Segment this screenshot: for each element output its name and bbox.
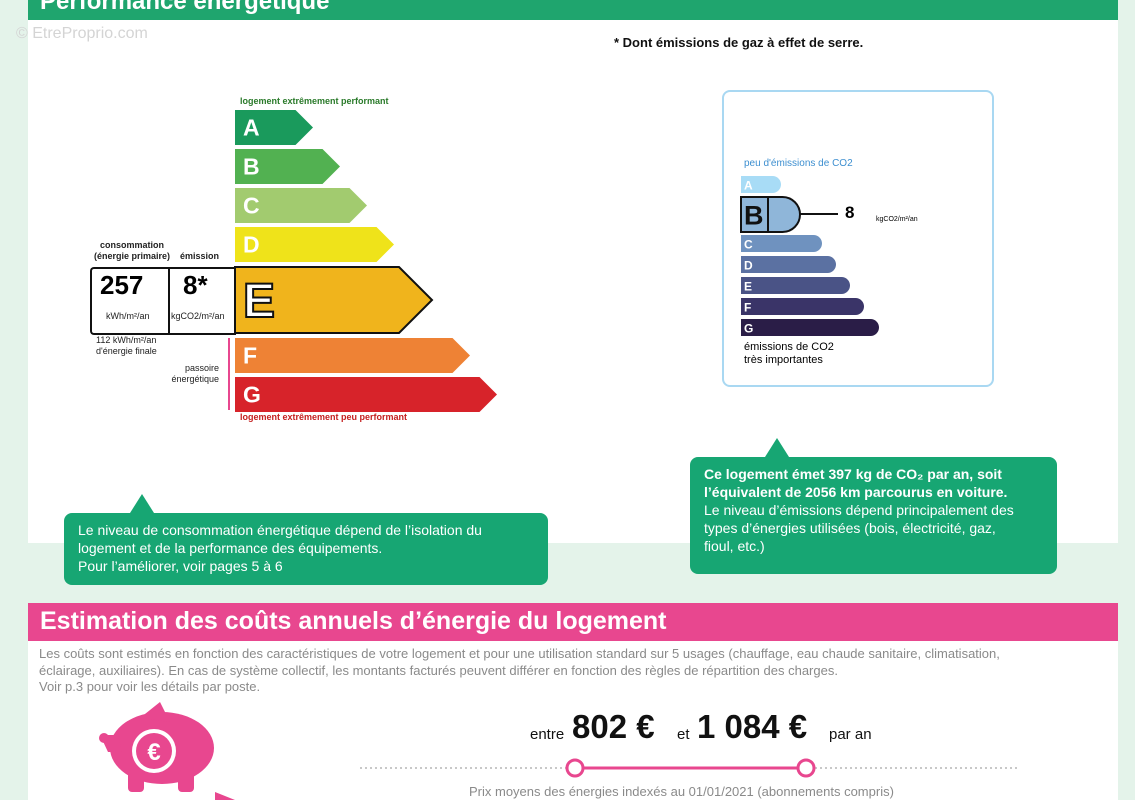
line: d'énergie finale (96, 346, 157, 356)
energy-arrow (235, 110, 313, 145)
watermark: © EtreProprio.com (16, 25, 148, 42)
divider (168, 269, 170, 333)
co2-callout: Ce logement émet 397 kg de CO₂ par an, s… (690, 457, 1057, 574)
caption: émissions de CO2 très importantes (744, 341, 834, 367)
energy-class: G (243, 382, 261, 408)
line: Le niveau de consommation énergétique dé… (78, 522, 482, 538)
energy-arrow (235, 338, 470, 373)
co2-bar (741, 235, 822, 252)
costs-paragraph: Les coûts sont estimés en fonction des c… (39, 646, 1000, 696)
co2-bar (741, 176, 781, 193)
line: Ce logement émet 397 kg de CO₂ par an, s… (704, 466, 1002, 482)
co2-class-box (740, 196, 769, 233)
passoire: passoire énergétique (163, 363, 219, 385)
line: Le niveau d’émissions dépend principalem… (704, 502, 1014, 518)
icon-symbol: € (147, 739, 160, 766)
energy-arrow (234, 266, 434, 334)
line: éclairage, auxiliaires). En cas de systè… (39, 662, 838, 678)
caption: logement extrêmement peu performant (240, 412, 408, 422)
caption: consommation (énergie primaire) (94, 240, 170, 262)
min-cost: 802 € (572, 708, 655, 745)
costs-note: Prix moyens des énergies indexés au 01/0… (469, 784, 894, 799)
emission: 8* (183, 270, 208, 300)
energy-class: E (243, 275, 275, 328)
header-title: Performance énergétique (40, 0, 330, 15)
co2-bar (740, 196, 801, 233)
costs-bar (28, 603, 1118, 641)
line: consommation (100, 240, 165, 250)
costs-title: Estimation des coûts annuels d’énergie d… (40, 607, 667, 635)
and-word: et (677, 726, 690, 743)
line: fioul, etc.) (704, 538, 765, 554)
co2-value: 8 (845, 203, 855, 222)
caption: peu d'émissions de CO2 (744, 158, 853, 169)
unit: kWh/m²/an (106, 311, 150, 321)
footnote: * Dont émissions de gaz à effet de serre… (614, 35, 864, 50)
co2-frame (722, 90, 994, 387)
co2-bar (741, 319, 879, 336)
final-energy: 112 kWh/m²/an d'énergie finale (96, 335, 157, 357)
value-box (90, 267, 236, 335)
line: Pour l’améliorer, voir pages 5 à 6 (78, 558, 283, 574)
energy-arrow (235, 188, 367, 223)
unit: kgCO2/m²/an (171, 311, 225, 321)
co2-class: F (744, 301, 751, 315)
caption: logement extrêmement performant (240, 96, 389, 106)
consumption: 257 (100, 270, 144, 300)
from-word: entre (530, 726, 565, 743)
per-word: par an (829, 726, 872, 743)
line: logement et de la performance des équipe… (78, 540, 383, 556)
line: énergétique (171, 374, 219, 384)
range-dot (796, 758, 816, 778)
energy-class: A (243, 115, 260, 141)
energy-class: C (243, 193, 260, 219)
callout-tip (765, 438, 789, 457)
co2-class: A (744, 179, 753, 193)
co2-bar (741, 298, 864, 315)
energy-class: F (243, 343, 257, 369)
co2-bar (741, 256, 836, 273)
line: émissions de CO2 (744, 341, 834, 353)
passoire-mark (228, 338, 230, 410)
line: Voir p.3 pour voir les détails par poste… (39, 679, 261, 694)
co2-class: C (744, 238, 753, 252)
co2-class: G (744, 322, 753, 336)
line: Les coûts sont estimés en fonction des c… (39, 646, 1000, 661)
energy-arrow (235, 377, 497, 412)
energy-class: D (243, 232, 260, 258)
energy-class: B (243, 154, 260, 180)
co2-class: E (744, 280, 752, 294)
line: passoire (184, 363, 219, 373)
line: (énergie primaire) (94, 251, 171, 261)
line: l’équivalent de 2056 km parcourus en voi… (704, 484, 1008, 500)
line: 112 kWh/m²/an (96, 335, 157, 345)
unit: kgCO2/m²/an (876, 216, 918, 223)
co2-class: D (744, 259, 753, 273)
max-cost: 1 084 € (697, 708, 808, 745)
co2-bar (741, 277, 850, 294)
callout-tip (130, 494, 154, 513)
caption: émission (180, 251, 220, 261)
piggy-icon (99, 702, 235, 800)
header-bar (28, 0, 1118, 20)
line: très importantes (744, 354, 823, 366)
energy-arrow (235, 149, 340, 184)
energy-arrow (235, 227, 394, 262)
range-dot (565, 758, 585, 778)
energy-callout: Le niveau de consommation énergétique dé… (64, 513, 548, 585)
line: types d’énergies utilisées (bois, électr… (704, 520, 996, 536)
co2-class: B (744, 201, 764, 231)
